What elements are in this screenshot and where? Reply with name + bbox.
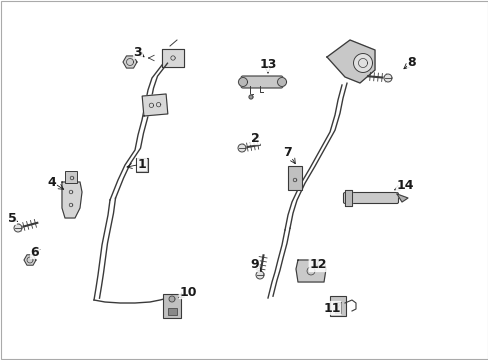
Polygon shape [123, 56, 137, 68]
Polygon shape [396, 194, 407, 202]
Polygon shape [256, 271, 264, 279]
Polygon shape [169, 296, 175, 302]
FancyBboxPatch shape [334, 302, 341, 312]
Text: 13: 13 [259, 58, 276, 73]
Text: 9: 9 [250, 258, 261, 271]
Text: 8: 8 [403, 55, 415, 69]
Polygon shape [326, 40, 374, 83]
Polygon shape [295, 260, 325, 282]
FancyBboxPatch shape [167, 307, 176, 315]
Polygon shape [248, 95, 252, 99]
Polygon shape [345, 190, 351, 206]
Polygon shape [353, 54, 372, 72]
Polygon shape [24, 255, 36, 265]
Polygon shape [162, 49, 183, 67]
Polygon shape [62, 182, 82, 218]
FancyBboxPatch shape [241, 76, 283, 88]
Text: 3: 3 [133, 45, 144, 59]
Text: 10: 10 [178, 285, 196, 298]
Polygon shape [383, 74, 391, 82]
FancyBboxPatch shape [65, 171, 77, 183]
FancyBboxPatch shape [343, 193, 398, 203]
Polygon shape [142, 94, 167, 116]
Text: 5: 5 [8, 212, 17, 225]
Text: 2: 2 [250, 131, 259, 144]
FancyBboxPatch shape [136, 158, 148, 172]
Text: 1: 1 [127, 158, 146, 171]
FancyBboxPatch shape [329, 296, 346, 316]
Polygon shape [238, 144, 245, 152]
Polygon shape [14, 224, 22, 232]
Text: 14: 14 [394, 179, 413, 192]
Text: 6: 6 [31, 246, 40, 258]
Text: 4: 4 [47, 176, 63, 189]
Text: 11: 11 [323, 302, 341, 315]
FancyBboxPatch shape [163, 294, 181, 318]
Text: 12: 12 [308, 258, 326, 271]
Text: 7: 7 [283, 145, 295, 164]
Polygon shape [277, 77, 286, 86]
Polygon shape [238, 77, 247, 86]
FancyBboxPatch shape [287, 166, 302, 190]
